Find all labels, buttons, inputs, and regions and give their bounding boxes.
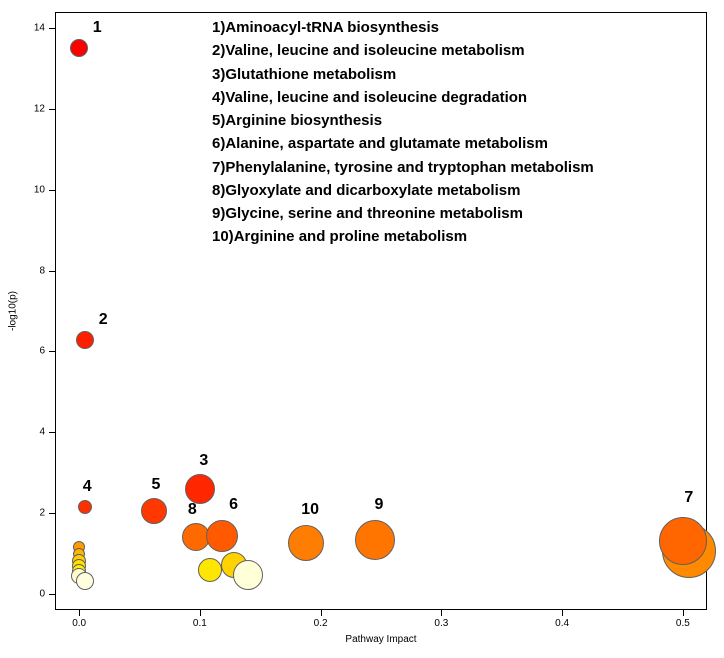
legend-item-number: 5) (212, 109, 225, 132)
y-tick-label: 14 (31, 23, 45, 34)
bubble-label-10: 10 (301, 501, 319, 519)
legend-item-text: Glycine, serine and threonine metabolism (225, 205, 523, 222)
x-tick-label: 0.4 (555, 618, 569, 629)
bubble-label-5: 5 (152, 476, 161, 494)
legend-item-number: 4) (212, 86, 225, 109)
y-tick-label: 12 (31, 103, 45, 114)
y-tick-label: 6 (31, 346, 45, 357)
x-tick (683, 610, 684, 616)
y-tick (49, 28, 55, 29)
legend-item-text: Arginine and proline metabolism (234, 228, 467, 245)
legend-item: 7) Phenylalanine, tyrosine and tryptopha… (212, 156, 594, 179)
x-tick-label: 0.0 (72, 618, 86, 629)
legend-item-number: 9) (212, 202, 225, 225)
legend-item-text: Arginine biosynthesis (225, 112, 382, 129)
y-tick-label: 4 (31, 427, 45, 438)
x-tick (321, 610, 322, 616)
y-axis-title: -log10(p) (8, 291, 19, 331)
legend-item-text: Glyoxylate and dicarboxylate metabolism (225, 182, 520, 199)
legend-item: 10) Arginine and proline metabolism (212, 225, 594, 248)
x-tick (562, 610, 563, 616)
bubble-6 (206, 520, 238, 552)
legend-item-number: 10) (212, 225, 234, 248)
bubble-label-3: 3 (199, 452, 208, 470)
legend-item-number: 1) (212, 16, 225, 39)
x-tick (441, 610, 442, 616)
legend-item-number: 7) (212, 156, 225, 179)
x-axis-line (55, 609, 707, 610)
legend-item-number: 3) (212, 63, 225, 86)
bubble-v1 (198, 558, 222, 582)
x-axis-title: Pathway Impact (345, 634, 416, 645)
bubble-u7 (76, 572, 94, 590)
legend-item-text: Valine, leucine and isoleucine metabolis… (225, 42, 524, 59)
x-tick-label: 0.3 (434, 618, 448, 629)
legend-item: 2) Valine, leucine and isoleucine metabo… (212, 39, 594, 62)
bubble-label-9: 9 (375, 496, 384, 514)
x-tick-label: 0.1 (193, 618, 207, 629)
bubble-5 (141, 498, 167, 524)
bubble-10 (288, 525, 324, 561)
right-border (706, 12, 707, 610)
legend-item: 5) Arginine biosynthesis (212, 109, 594, 132)
y-tick (49, 513, 55, 514)
y-tick-label: 8 (31, 265, 45, 276)
legend-item-number: 2) (212, 39, 225, 62)
x-tick-label: 0.5 (676, 618, 690, 629)
legend-item: 1) Aminoacyl-tRNA biosynthesis (212, 16, 594, 39)
x-tick (79, 610, 80, 616)
y-tick-label: 2 (31, 508, 45, 519)
y-tick-label: 10 (31, 184, 45, 195)
legend-item: 8) Glyoxylate and dicarboxylate metaboli… (212, 179, 594, 202)
bubble-label-4: 4 (83, 478, 92, 496)
y-tick (49, 432, 55, 433)
legend-item-text: Valine, leucine and isoleucine degradati… (225, 89, 527, 106)
bubble-3 (185, 474, 215, 504)
bubble-label-8: 8 (188, 501, 197, 519)
y-tick (49, 271, 55, 272)
y-tick (49, 351, 55, 352)
legend-item: 6) Alanine, aspartate and glutamate meta… (212, 132, 594, 155)
bubble-4 (78, 500, 92, 514)
legend-item-number: 6) (212, 132, 225, 155)
legend: 1) Aminoacyl-tRNA biosynthesis2) Valine,… (212, 16, 594, 249)
y-tick (49, 190, 55, 191)
legend-item-text: Glutathione metabolism (225, 66, 396, 83)
y-tick (49, 594, 55, 595)
legend-item: 3) Glutathione metabolism (212, 63, 594, 86)
legend-item-number: 8) (212, 179, 225, 202)
top-border (55, 12, 707, 13)
legend-item-text: Alanine, aspartate and glutamate metabol… (225, 135, 548, 152)
legend-item: 4) Valine, leucine and isoleucine degrad… (212, 86, 594, 109)
pathway-impact-chart: 0.00.10.20.30.40.5 02468101214 124538610… (0, 0, 724, 658)
bubble-9 (355, 520, 395, 560)
y-axis-line (55, 12, 56, 610)
x-tick (200, 610, 201, 616)
y-tick-label: 0 (31, 588, 45, 599)
bubble-1 (70, 39, 88, 57)
bubble-label-2: 2 (99, 311, 108, 329)
legend-item-text: Aminoacyl-tRNA biosynthesis (225, 19, 439, 36)
legend-item-text: Phenylalanine, tyrosine and tryptophan m… (225, 159, 593, 176)
bubble-7 (659, 517, 707, 565)
bubble-v3 (233, 560, 263, 590)
bubble-2 (76, 331, 94, 349)
y-tick (49, 109, 55, 110)
legend-item: 9) Glycine, serine and threonine metabol… (212, 202, 594, 225)
bubble-label-7: 7 (684, 489, 693, 507)
bubble-label-1: 1 (93, 19, 102, 37)
bubble-label-6: 6 (229, 496, 238, 514)
x-tick-label: 0.2 (314, 618, 328, 629)
